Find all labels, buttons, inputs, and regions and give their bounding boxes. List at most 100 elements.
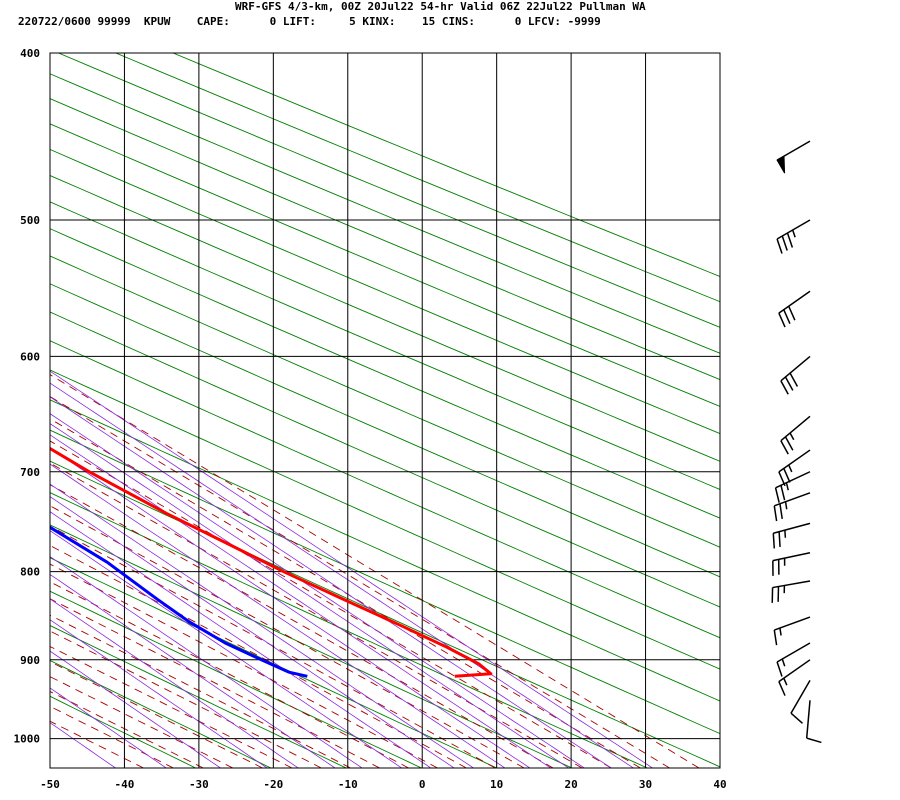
temperature-profile xyxy=(50,446,493,678)
barb-staff xyxy=(790,679,811,714)
mixing-ratio-line xyxy=(50,496,455,768)
dry-adiabat xyxy=(50,311,720,608)
barb-flag xyxy=(783,309,791,324)
mixing-ratio-line xyxy=(50,396,612,768)
barb-flag xyxy=(780,485,786,501)
barb-staff xyxy=(776,642,811,663)
barb-flag xyxy=(773,629,778,646)
wind-barb xyxy=(772,551,811,576)
barb-half-flag xyxy=(789,432,795,441)
temperature-tick-label: -50 xyxy=(40,778,60,791)
dry-adiabat xyxy=(50,228,720,519)
dry-adiabat xyxy=(50,590,422,768)
moist-adiabat xyxy=(50,563,438,768)
wind-barbs xyxy=(771,140,822,744)
dry-adiabat xyxy=(50,123,720,407)
wind-barb xyxy=(773,492,811,522)
dry-adiabat xyxy=(50,557,497,768)
dry-adiabat xyxy=(50,369,720,670)
dry-adiabat xyxy=(50,73,720,354)
dry-adiabat xyxy=(50,624,347,768)
barb-staff xyxy=(780,415,811,442)
barb-staff xyxy=(775,471,811,489)
temperature-tick-label: -10 xyxy=(338,778,358,791)
temperature-tick-label: -20 xyxy=(263,778,283,791)
temperature-tick-label: 20 xyxy=(564,778,577,791)
temperature-tick-label: 10 xyxy=(490,778,503,791)
background-lines xyxy=(50,53,720,768)
barb-pennant xyxy=(776,155,786,174)
pressure-tick-label: 700 xyxy=(20,466,40,479)
sounding-indices: 220722/0600 99999 KPUW CAPE: 0 LIFT: 5 K… xyxy=(18,15,601,28)
barb-staff xyxy=(772,551,811,562)
moist-adiabat xyxy=(50,440,612,768)
barb-flag xyxy=(784,376,794,391)
barb-staff xyxy=(773,522,811,534)
temperature-tick-label: 0 xyxy=(419,778,426,791)
barb-flag xyxy=(778,312,786,328)
barb-half-flag xyxy=(784,501,788,510)
moist-adiabat xyxy=(50,462,583,768)
wind-barb xyxy=(778,449,811,487)
wind-barb xyxy=(773,616,811,646)
wind-barb xyxy=(774,471,811,503)
dry-adiabat xyxy=(50,524,573,768)
dry-adiabat xyxy=(50,201,720,490)
wind-barb xyxy=(778,659,811,696)
dry-adiabat xyxy=(50,148,720,435)
dry-adiabat xyxy=(172,53,720,277)
mixing-ratio-line xyxy=(50,619,268,768)
barb-flag xyxy=(781,235,788,251)
barb-flag xyxy=(776,661,783,677)
dry-adiabat xyxy=(50,659,272,768)
dry-adiabat xyxy=(50,175,720,462)
barb-staff xyxy=(805,700,811,739)
dewpoint-profile xyxy=(50,525,308,678)
dry-adiabat xyxy=(50,255,720,548)
dry-adiabat xyxy=(50,429,720,735)
moist-adiabat xyxy=(50,374,700,768)
mixing-ratio-line xyxy=(50,370,653,768)
moist-adiabat xyxy=(50,581,409,768)
barb-half-flag xyxy=(781,658,786,667)
mixing-ratio-line xyxy=(50,598,299,768)
barb-staff xyxy=(774,492,811,507)
pressure-tick-label: 800 xyxy=(20,566,40,579)
temperature-tick-label: -30 xyxy=(189,778,209,791)
wind-barb xyxy=(780,355,811,395)
dry-adiabat xyxy=(50,460,720,768)
barb-staff xyxy=(774,616,811,631)
barb-staff xyxy=(772,580,811,589)
wind-barb xyxy=(771,580,811,603)
pressure-axis: 400 500 600 700 800 900 1000 xyxy=(14,47,41,746)
barb-half-flag xyxy=(779,627,782,636)
mixing-ratio-line xyxy=(50,511,432,768)
dry-adiabat xyxy=(115,53,720,303)
mixing-ratio-line xyxy=(50,413,585,768)
temperature-tick-label: 30 xyxy=(639,778,652,791)
wind-barb xyxy=(805,700,822,744)
barb-staff xyxy=(780,355,811,382)
plot-area xyxy=(50,53,720,768)
mixing-ratio-line xyxy=(50,483,474,768)
pressure-tick-label: 400 xyxy=(20,47,40,60)
moist-adiabat xyxy=(50,396,670,768)
mixing-ratio-line xyxy=(50,573,336,768)
temperature-tick-label: 40 xyxy=(713,778,726,791)
wind-barb xyxy=(790,679,811,724)
barb-flag xyxy=(780,380,789,395)
mixing-ratio-line xyxy=(50,423,569,768)
dry-adiabat xyxy=(50,399,720,702)
dry-adiabat xyxy=(50,283,720,578)
barb-flag xyxy=(772,533,776,549)
barb-flag xyxy=(773,505,778,522)
temperature-tick-label: -40 xyxy=(115,778,135,791)
barb-flag xyxy=(806,737,822,744)
mixing-ratio-line xyxy=(50,382,634,768)
barb-flag xyxy=(776,238,783,254)
barb-staff xyxy=(778,290,811,314)
mixing-ratio-line xyxy=(50,650,221,768)
barb-flag xyxy=(788,305,796,321)
wind-barb xyxy=(772,522,811,549)
